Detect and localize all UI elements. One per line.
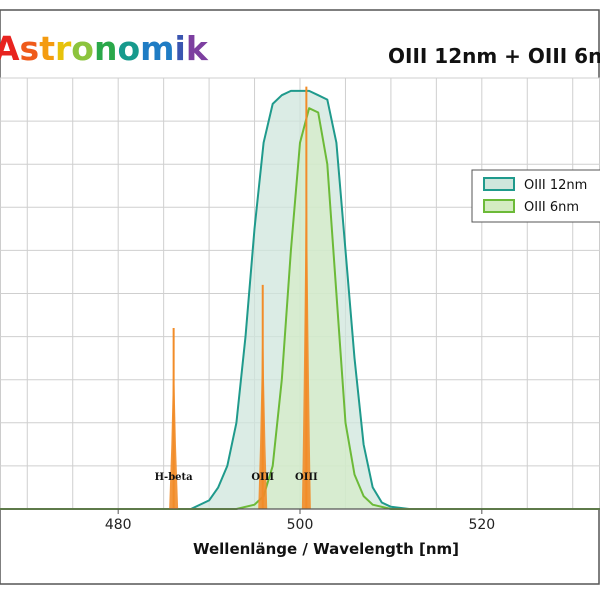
emission-label-2: OIII	[295, 472, 318, 483]
x-axis-ticks: 480 500 520	[105, 509, 495, 533]
logo-letter: s	[20, 29, 40, 68]
legend-swatch-1	[483, 199, 515, 213]
series-line-0	[0, 89, 600, 510]
legend-label-0: OIII 12nm	[524, 178, 587, 193]
legend-swatch-0	[483, 177, 515, 191]
logo-letter: n	[94, 29, 118, 68]
astronomik-logo: Astronomik	[0, 29, 209, 68]
legend-label-1: OIII 6nm	[524, 200, 579, 215]
logo-letter: m	[140, 29, 174, 68]
emission-lines: H-beta OIII OIII	[155, 86, 318, 510]
x-axis-title: Wellenlänge / Wavelength [nm]	[193, 540, 459, 558]
legend: OIII 12nm OIII 6nm	[471, 169, 600, 223]
logo-letter: A	[0, 29, 20, 68]
logo-letter: r	[55, 29, 72, 68]
emission-label-0: H-beta	[155, 472, 194, 483]
logo-letter: k	[186, 29, 209, 68]
chart-title: OIII 12nm + OIII 6nm	[388, 44, 600, 68]
x-tick-label: 520	[468, 517, 495, 533]
x-tick-label: 500	[287, 517, 314, 533]
plot-area: H-beta OIII OIII	[0, 77, 600, 510]
logo-letter: i	[175, 29, 186, 68]
logo-letter: t	[39, 29, 55, 68]
logo-letter: o	[117, 29, 140, 68]
logo-letter: o	[71, 29, 94, 68]
emission-label-1: OIII	[251, 472, 274, 483]
x-tick-label: 480	[105, 517, 132, 533]
series-area-1	[0, 108, 600, 509]
